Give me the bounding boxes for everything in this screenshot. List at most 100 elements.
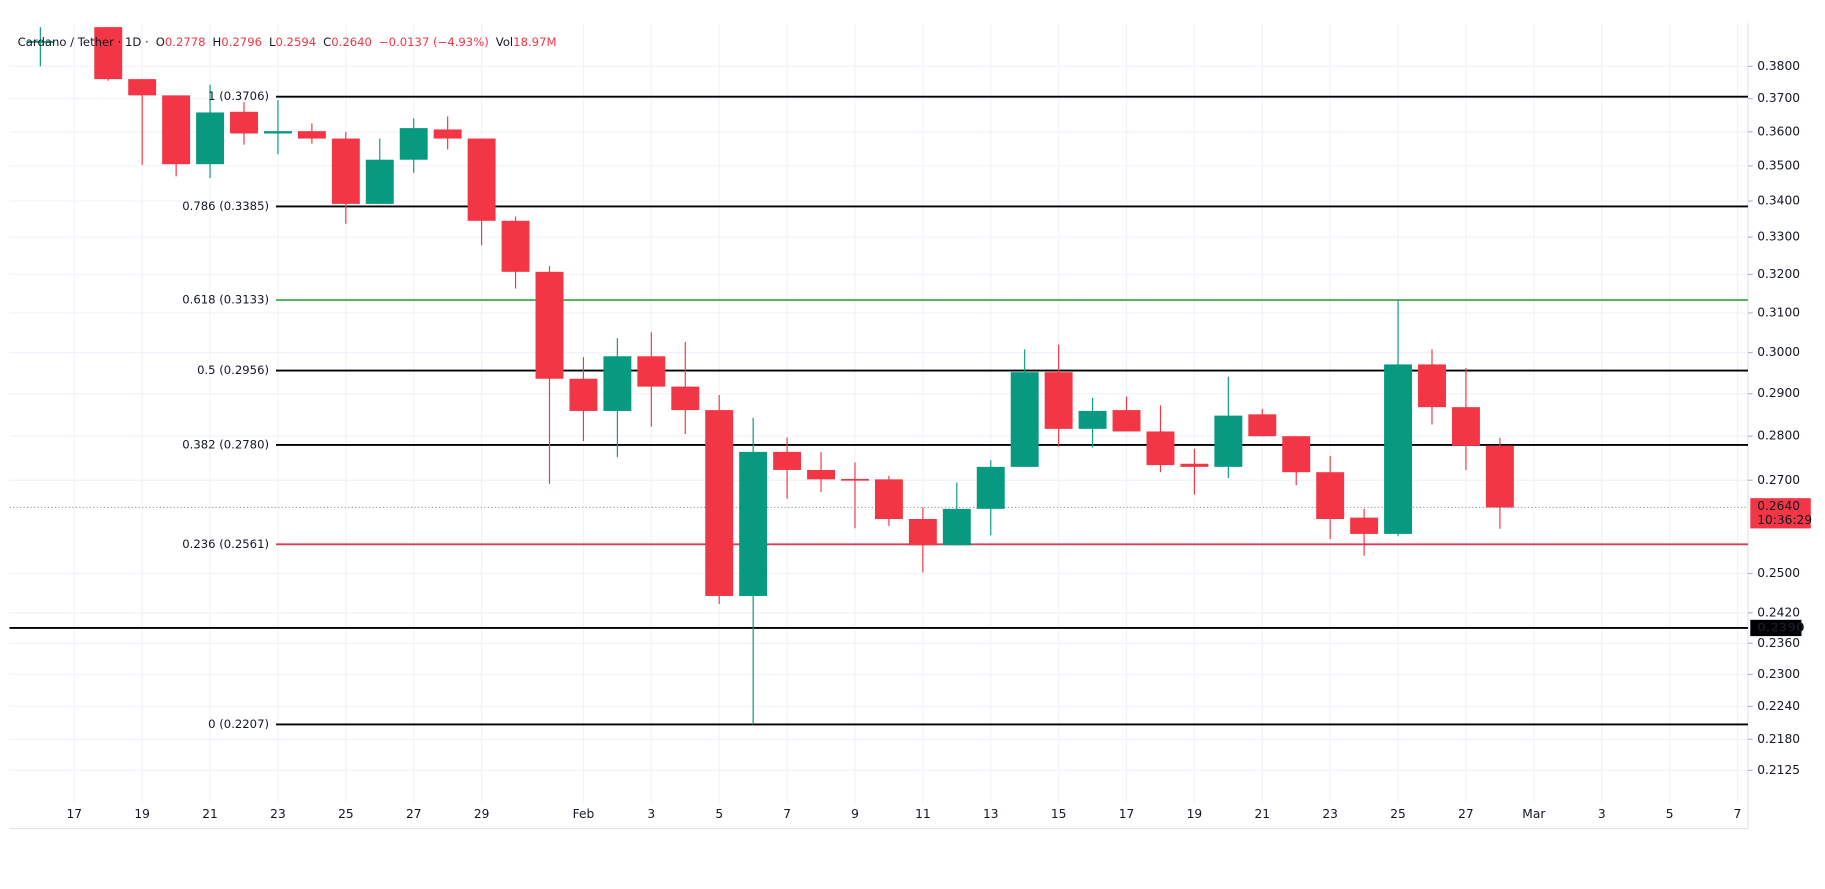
last-price-box [1750, 498, 1811, 529]
x-tick-label: 5 [1666, 807, 1674, 821]
candle-body [773, 451, 802, 470]
x-tick-label: 21 [1255, 807, 1271, 821]
x-tick-label: 21 [202, 807, 218, 821]
candle-body [535, 271, 564, 379]
fib-level-label: 0.5 (0.2956) [197, 363, 269, 377]
candle-body [874, 479, 903, 519]
candle-body [1485, 445, 1514, 508]
ohlc-key: H [213, 34, 222, 48]
candle-body [230, 111, 258, 134]
fib-level-label: 0.786 (0.3385) [182, 199, 269, 213]
candle-body [467, 138, 496, 221]
candle-body [637, 356, 666, 387]
x-tick-label: 17 [67, 807, 83, 821]
y-tick-label: 0.2700 [1757, 473, 1800, 487]
candle-body [1078, 410, 1107, 429]
candle-body [26, 41, 55, 43]
x-tick-label: 23 [1322, 807, 1338, 821]
candle-body [1214, 415, 1243, 467]
y-tick-label: 0.3100 [1757, 305, 1800, 319]
ohlc-value: 0.2640 [331, 34, 372, 48]
ohlc-key: C [323, 34, 331, 48]
ohlc-key: L [269, 34, 276, 48]
candle-body [331, 138, 360, 204]
x-tick-label: 13 [983, 807, 999, 821]
x-tick-label: 27 [406, 807, 422, 821]
fib-level-label: 0.382 (0.2780) [182, 437, 269, 451]
fib-level-label: 0.618 (0.3133) [182, 293, 269, 307]
candle-body [705, 410, 734, 596]
ohlc-value: 0.2796 [221, 34, 262, 48]
ohlc-value: 0.2778 [165, 34, 206, 48]
x-tick-label: Mar [1522, 807, 1546, 821]
y-tick-label: 0.2900 [1757, 386, 1800, 400]
candle-body [1010, 372, 1039, 467]
y-tick-label: 0.3400 [1757, 194, 1800, 208]
x-tick-label: 7 [1734, 807, 1742, 821]
candle-body [1112, 410, 1141, 432]
x-tick-label: 17 [1119, 807, 1135, 821]
y-tick-label: 0.3800 [1757, 59, 1800, 73]
candle-body [162, 95, 191, 165]
y-tick-label: 0.2420 [1757, 605, 1800, 619]
x-tick-label: 25 [338, 807, 354, 821]
fib-level-label: 0.236 (0.2561) [182, 537, 269, 551]
overlay: Cardano / Tether · 1D · O0.2778 H0.2796 L0.… [18, 34, 1812, 821]
candle-body [399, 128, 428, 160]
candle-body [603, 356, 632, 411]
y-tick-label: 0.2500 [1757, 566, 1800, 580]
y-tick-label: 0.3700 [1757, 91, 1800, 105]
x-tick-label: 19 [1187, 807, 1203, 821]
ohlc-value: 0.2594 [275, 34, 316, 48]
candle-body [263, 131, 292, 134]
candle-body [807, 469, 835, 480]
candle-body [433, 129, 462, 139]
ohlc-value: −0.0137 (−4.93%) [379, 34, 489, 48]
candle-body [976, 466, 1005, 509]
y-tick-label: 0.3300 [1757, 230, 1800, 244]
candle-body [1316, 472, 1345, 519]
ohlc-key: Vol [496, 34, 513, 48]
symbol: Cardano / Tether · 1D · [18, 34, 149, 48]
y-tick-label: 0.3500 [1757, 158, 1800, 172]
x-tick-label: 11 [915, 807, 931, 821]
candle-body [569, 378, 598, 411]
plot-area [9, 27, 1748, 726]
x-tick-label: 5 [715, 807, 723, 821]
candle-body [1248, 414, 1277, 437]
price-label-box [1750, 619, 1802, 637]
candle-body [908, 518, 937, 546]
grid [9, 23, 1748, 803]
candle-body [1044, 372, 1073, 429]
candle-body [297, 131, 326, 139]
price-label: 0.2390 [1757, 620, 1804, 634]
candle-body [1146, 431, 1175, 466]
y-tick-label: 0.2125 [1757, 763, 1800, 777]
x-tick-label: 29 [474, 807, 490, 821]
y-tick-label: 0.3000 [1757, 345, 1800, 359]
candle-body [1384, 364, 1413, 534]
fib-level-label: 0 (0.2207) [208, 717, 269, 731]
y-tick-label: 0.2360 [1757, 636, 1800, 650]
x-tick-label: 27 [1458, 807, 1474, 821]
x-tick-label: 19 [134, 807, 150, 821]
candle-body [94, 27, 123, 80]
candle-body [1451, 407, 1480, 446]
fib-level-label: 1 (0.3706) [208, 89, 269, 103]
candle-body [501, 220, 530, 272]
candle-body [942, 508, 971, 546]
candle-body [1418, 364, 1446, 408]
countdown-label: 10:36:29 [1757, 513, 1812, 527]
candle-body [841, 478, 869, 481]
x-tick-label: 7 [783, 807, 791, 821]
x-tick-label: 23 [270, 807, 286, 821]
y-tick-label: 0.2300 [1757, 667, 1800, 681]
ohlc-key: O [156, 34, 165, 48]
y-tick-label: 0.2800 [1757, 429, 1800, 443]
candle-body [196, 112, 225, 165]
y-tick-label: 0.3200 [1757, 267, 1800, 281]
x-tick-label: 15 [1051, 807, 1067, 821]
candle-body [365, 159, 394, 204]
x-tick-label: 25 [1390, 807, 1406, 821]
